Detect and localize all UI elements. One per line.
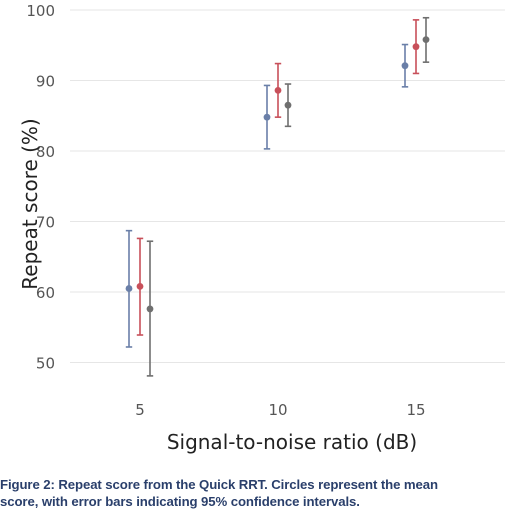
series-3 xyxy=(146,16,430,377)
mean-point xyxy=(412,43,420,51)
figure-caption: Figure 2: Repeat score from the Quick RR… xyxy=(0,476,521,510)
y-tick-label: 90 xyxy=(36,73,55,91)
series-2 xyxy=(136,19,420,336)
mean-point xyxy=(422,36,430,44)
scatter-chart: 50 60 70 80 90 100 5 10 15 Repeat score (%) Sig… xyxy=(18,2,505,454)
x-tick-label: 10 xyxy=(268,401,287,419)
series-1 xyxy=(125,43,409,348)
y-tick-label: 60 xyxy=(36,284,55,302)
y-axis-label: Repeat score (%) xyxy=(18,118,42,289)
y-tick-label: 80 xyxy=(36,143,55,161)
y-tick-label: 50 xyxy=(36,355,55,373)
caption-line-1: Figure 2: Repeat score from the Quick RR… xyxy=(0,477,438,492)
mean-point xyxy=(146,305,154,313)
gridlines xyxy=(70,9,505,363)
x-tick-label: 15 xyxy=(406,401,425,419)
mean-point xyxy=(125,285,133,292)
mean-point xyxy=(136,282,144,290)
caption-line-2: score, with error bars indicating 95% co… xyxy=(0,494,360,509)
y-tick-label: 100 xyxy=(26,2,55,20)
y-tick-label: 70 xyxy=(36,214,55,232)
data-series xyxy=(125,16,430,377)
x-tick-labels: 5 10 15 xyxy=(135,401,425,419)
y-tick-labels: 50 60 70 80 90 100 xyxy=(26,2,55,373)
mean-point xyxy=(284,101,292,109)
x-axis-label: Signal-to-noise ratio (dB) xyxy=(167,430,417,454)
mean-point xyxy=(263,113,271,121)
x-tick-label: 5 xyxy=(135,401,145,419)
mean-point xyxy=(401,62,409,70)
mean-point xyxy=(274,86,282,94)
